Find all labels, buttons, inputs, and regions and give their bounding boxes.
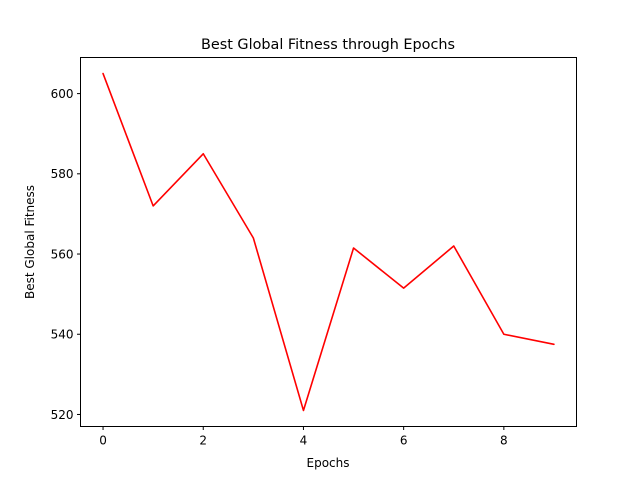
x-tick-label: 2 (199, 434, 207, 448)
x-axis-label: Epochs (307, 456, 350, 470)
x-tick-label: 6 (400, 434, 408, 448)
series-line (102, 72, 555, 412)
x-tick-label: 0 (99, 434, 107, 448)
y-tick-label: 560 (51, 247, 74, 261)
y-tick-label: 520 (51, 408, 74, 422)
plot-area: 0 2 4 6 8 520 540 560 580 600 (51, 57, 577, 448)
chart-title: Best Global Fitness through Epochs (201, 37, 455, 53)
axes-frame (80, 57, 577, 427)
x-tick-label: 4 (300, 434, 308, 448)
y-axis-ticks: 520 540 560 580 600 (51, 87, 81, 422)
y-tick-label: 540 (51, 328, 74, 342)
y-tick-label: 580 (51, 167, 74, 181)
x-axis-ticks: 0 2 4 6 8 (99, 426, 508, 448)
y-axis-label: Best Global Fitness (23, 185, 37, 299)
x-tick-label: 8 (500, 434, 508, 448)
series-group (102, 72, 555, 412)
y-tick-label: 600 (51, 87, 74, 101)
